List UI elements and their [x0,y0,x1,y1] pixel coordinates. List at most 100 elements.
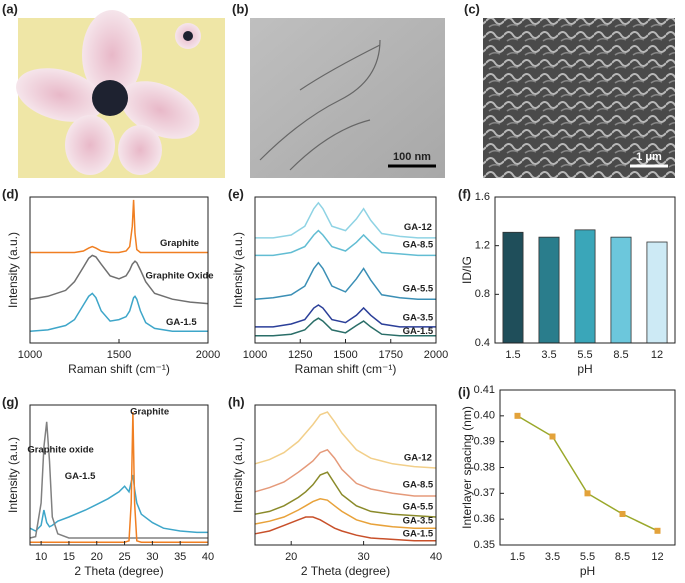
x-tick-label: 1000 [243,349,267,361]
y-axis-title: Intensity (a.u.) [6,437,20,513]
y-axis-title: Intensity (a.u.) [231,437,245,513]
spectrum-line [254,516,436,542]
x-tick-label: 3.5 [545,551,560,563]
spectrum-line [29,254,209,305]
y-tick-label: 0.36 [474,513,495,525]
bar [502,231,524,344]
x-tick-label: 5.5 [577,349,592,361]
plot-frame [494,196,676,344]
curve-label: GA-8.5 [403,240,434,251]
bar [646,241,668,344]
spectrum-line [255,201,436,239]
x-tick-label: 1250 [288,349,312,361]
spectrum-line [30,199,208,254]
x-tick-label: 3.5 [541,349,556,361]
panel-label: (e) [228,186,244,201]
panel-label: (c) [464,1,480,16]
spectrum-line [255,229,436,257]
curve-label: Graphite oxide [27,444,94,455]
x-tick-label: 20 [91,551,103,563]
x-tick-label: 8.5 [613,349,628,361]
marker [584,490,591,497]
bar [538,236,560,344]
y-tick-label: 0.39 [474,436,495,448]
x-tick-label: 30 [357,551,369,563]
plot-frame [29,404,209,546]
marker [654,527,661,534]
curve-label: GA-12 [404,453,432,464]
x-tick-label: 10 [35,551,47,563]
x-tick-label: 35 [174,551,186,563]
curve-label: GA-1.5 [166,317,197,328]
y-axis-title: Intensity (a.u.) [6,232,20,308]
x-tick-label: 1500 [107,349,131,361]
curve-label: GA-5.5 [403,283,434,294]
marker [549,433,556,440]
panel-label: (d) [2,186,19,201]
spectrum-line [254,471,437,518]
y-tick-label: 0.41 [474,384,495,396]
x-tick-label: 1.5 [505,349,520,361]
y-tick-label: 0.38 [474,461,495,473]
x-tick-label: 20 [285,551,297,563]
line [517,415,658,532]
x-axis-title: pH [577,362,592,376]
y-tick-label: 0.40 [474,410,495,422]
y-axis-title: ID/IG [460,256,474,284]
x-tick-label: 15 [63,551,75,563]
panel-label: (i) [458,384,470,399]
y-tick-label: 0.35 [474,539,495,551]
y-tick-label: 1.6 [475,191,490,203]
panel-label: (a) [2,1,18,16]
marker [619,511,626,517]
plot-frame [499,389,676,546]
y-tick-label: 0.8 [475,288,490,300]
bar [574,229,596,344]
x-tick-label: 5.5 [580,551,595,563]
spectrum-line [255,317,436,337]
plot-frame [254,404,437,546]
panel-label: (f) [458,186,471,201]
x-tick-label: 8.5 [615,551,630,563]
photo-a [16,10,225,178]
y-tick-label: 0.4 [475,337,490,349]
curve-label: Graphite [130,407,169,418]
y-tick-label: 0.37 [474,487,495,499]
x-tick-label: 30 [146,551,158,563]
y-tick-label: 1.2 [475,240,490,252]
x-tick-label: 1750 [379,349,403,361]
spectrum-line [254,498,436,529]
x-tick-label: 25 [118,551,130,563]
curve-label: GA-12 [404,222,432,233]
x-axis-title: Raman shift (cm⁻¹) [68,362,170,376]
spectrum-line [29,474,208,534]
spectrum-line [29,292,208,333]
x-tick-label: 40 [430,551,442,563]
curve-label: GA-1.5 [403,528,434,539]
x-axis-title: Raman shift (cm⁻¹) [295,362,397,376]
y-axis-title: Intensity (a.u.) [231,232,245,308]
curve-label: GA-1.5 [65,471,96,482]
x-tick-label: 40 [202,551,214,563]
x-tick-label: 1500 [333,349,357,361]
curve-label: Graphite Oxide [145,270,213,281]
x-axis-title: 2 Theta (degree) [74,564,163,578]
x-tick-label: 1000 [18,349,42,361]
sem-image [483,18,675,178]
y-axis-title: Interlayer spacing (nm) [460,406,474,529]
panel-label: (g) [2,394,19,409]
x-tick-label: 2000 [196,349,220,361]
spectrum-line [254,448,436,497]
curve-label: GA-8.5 [403,479,434,490]
spectrum-line [29,421,208,539]
spectrum-line [254,261,436,300]
curve-label: Graphite [160,238,199,249]
scale-bar-label: 1 μm [636,151,662,163]
x-tick-label: 12 [651,551,663,563]
curve-label: GA-1.5 [403,326,434,337]
x-tick-label: 2000 [424,349,448,361]
curve-label: GA-5.5 [403,502,434,513]
x-axis-title: 2 Theta (degree) [301,564,390,578]
scale-bar-label: 100 nm [393,151,431,163]
